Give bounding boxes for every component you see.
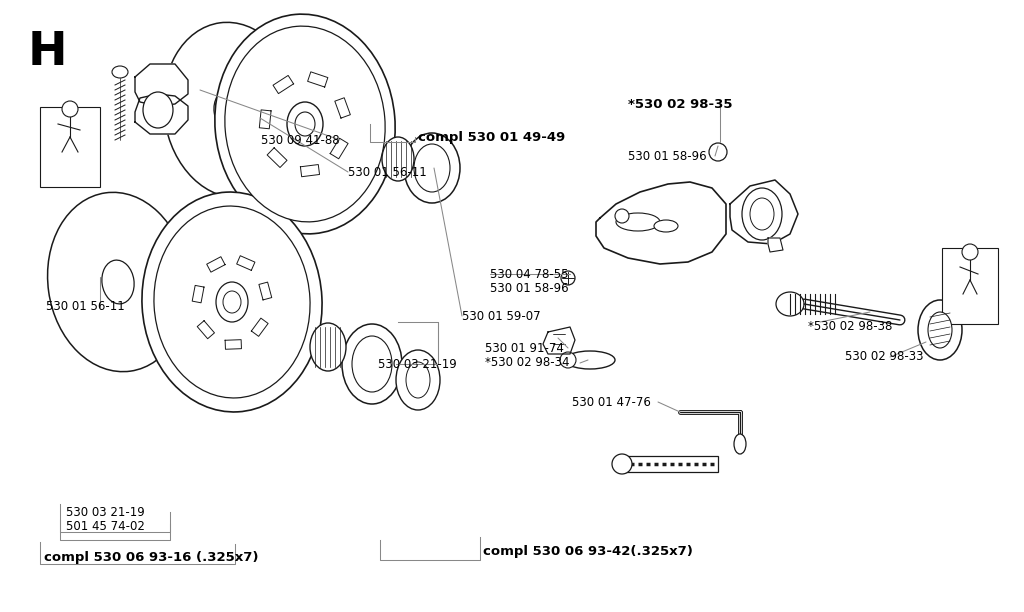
Polygon shape [273, 75, 294, 94]
Polygon shape [225, 340, 242, 349]
Text: 530 01 56-11: 530 01 56-11 [348, 165, 427, 179]
Ellipse shape [310, 323, 346, 371]
Ellipse shape [560, 352, 575, 368]
Polygon shape [596, 182, 726, 264]
Text: 530 01 56-11: 530 01 56-11 [46, 300, 125, 313]
Ellipse shape [565, 351, 615, 369]
Text: *530 02 98-34: *530 02 98-34 [485, 357, 569, 370]
Ellipse shape [382, 137, 414, 181]
Ellipse shape [143, 92, 173, 128]
Text: 530 03 21-19: 530 03 21-19 [378, 357, 457, 370]
Text: 530 01 59-07: 530 01 59-07 [462, 310, 541, 323]
Ellipse shape [225, 26, 385, 222]
Ellipse shape [654, 220, 678, 232]
Text: 530 01 47-76: 530 01 47-76 [572, 395, 651, 408]
Ellipse shape [776, 292, 804, 316]
Ellipse shape [47, 192, 188, 371]
Circle shape [612, 454, 632, 474]
Text: compl 530 01 49-49: compl 530 01 49-49 [418, 130, 565, 143]
Text: 530 02 98-33: 530 02 98-33 [845, 351, 924, 364]
Polygon shape [543, 327, 575, 354]
Ellipse shape [214, 88, 250, 132]
Ellipse shape [918, 300, 962, 360]
Circle shape [615, 209, 629, 223]
Text: 530 01 58-96: 530 01 58-96 [490, 283, 568, 296]
Ellipse shape [287, 102, 323, 146]
Ellipse shape [616, 213, 660, 231]
Ellipse shape [406, 362, 430, 398]
Polygon shape [768, 238, 783, 252]
Ellipse shape [396, 350, 440, 410]
Ellipse shape [101, 260, 134, 304]
Ellipse shape [295, 112, 315, 136]
Ellipse shape [750, 198, 774, 230]
Ellipse shape [223, 291, 241, 313]
Bar [622, 456, 718, 472]
Polygon shape [730, 180, 798, 244]
Polygon shape [307, 72, 328, 87]
Ellipse shape [216, 282, 248, 322]
Ellipse shape [928, 312, 952, 348]
Polygon shape [251, 318, 268, 337]
Text: 501 45 74-02: 501 45 74-02 [66, 520, 144, 534]
Circle shape [62, 101, 78, 117]
Text: *530 02 98-35: *530 02 98-35 [628, 97, 732, 111]
Polygon shape [335, 98, 350, 118]
Ellipse shape [414, 144, 450, 192]
Text: 530 04 78-55: 530 04 78-55 [490, 267, 568, 280]
Ellipse shape [215, 14, 395, 234]
Ellipse shape [154, 206, 310, 398]
Bar [942, 248, 998, 324]
Polygon shape [135, 64, 188, 106]
Polygon shape [207, 256, 225, 272]
Bar [40, 107, 100, 187]
Polygon shape [193, 285, 204, 303]
Circle shape [962, 244, 978, 260]
Text: 530 03 21-19: 530 03 21-19 [66, 506, 144, 518]
Circle shape [561, 271, 575, 285]
Ellipse shape [742, 188, 782, 240]
Ellipse shape [164, 23, 300, 198]
Polygon shape [198, 321, 214, 338]
Polygon shape [259, 282, 271, 300]
Polygon shape [237, 256, 255, 271]
Polygon shape [267, 147, 287, 168]
Polygon shape [300, 165, 319, 177]
Text: 530 09 41-88: 530 09 41-88 [261, 133, 340, 146]
Polygon shape [330, 138, 348, 159]
Text: compl 530 06 93-42(.325x7): compl 530 06 93-42(.325x7) [483, 545, 693, 559]
Polygon shape [259, 110, 271, 129]
Text: *530 02 98-38: *530 02 98-38 [808, 319, 892, 332]
Ellipse shape [352, 336, 392, 392]
Ellipse shape [112, 66, 128, 78]
Ellipse shape [142, 192, 323, 412]
Ellipse shape [342, 324, 402, 404]
Text: H: H [28, 30, 68, 75]
Text: 530 01 58-96: 530 01 58-96 [628, 149, 707, 163]
Ellipse shape [404, 133, 460, 203]
Polygon shape [135, 94, 188, 134]
Text: 530 01 91-74: 530 01 91-74 [485, 341, 564, 354]
Circle shape [709, 143, 727, 161]
Ellipse shape [734, 434, 746, 454]
Text: compl 530 06 93-16 (.325x7): compl 530 06 93-16 (.325x7) [44, 551, 258, 564]
